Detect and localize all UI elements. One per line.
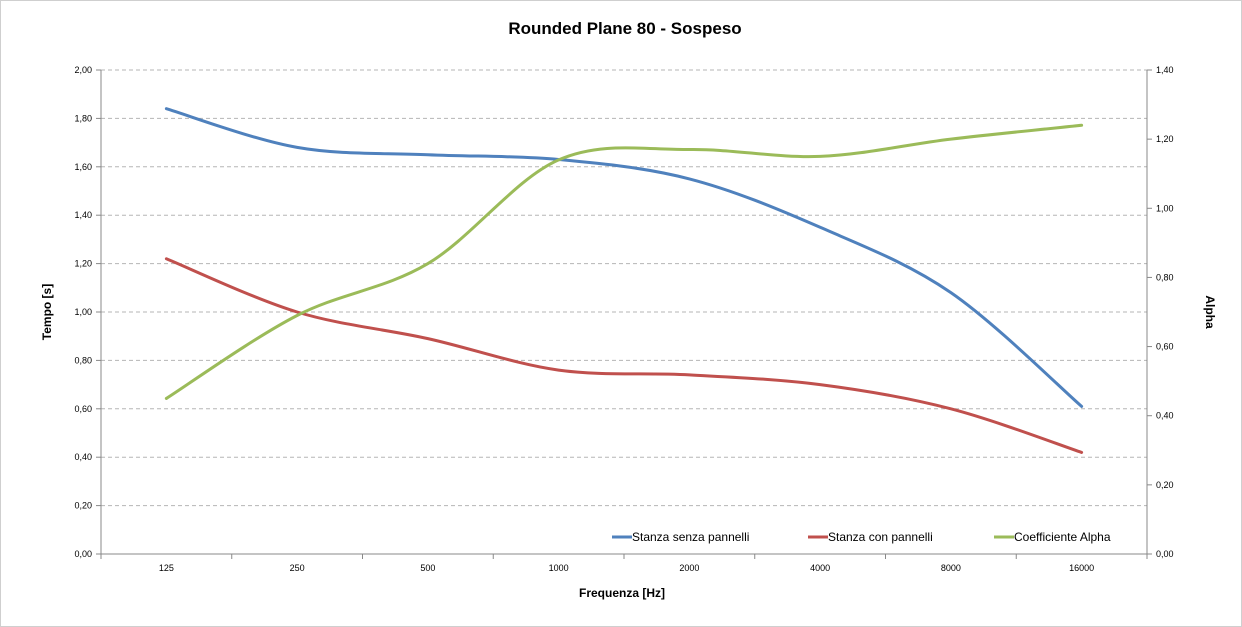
- y2-tick-label: 0,40: [1156, 411, 1174, 421]
- x-tick-label: 1000: [549, 563, 569, 573]
- y2-tick-label: 0,00: [1156, 549, 1174, 559]
- grid-lines: [101, 69, 1147, 507]
- y2-axis-title: Alpha: [1203, 295, 1217, 329]
- y2-tick-label: 0,60: [1156, 342, 1174, 352]
- y2-tick-label: 1,20: [1156, 134, 1174, 144]
- y-tick-label: 0,80: [74, 355, 92, 365]
- x-tick-label: 8000: [941, 563, 961, 573]
- x-tick-label: 500: [420, 563, 435, 573]
- y-tick-label: 0,00: [74, 549, 92, 559]
- y-tick-label: 1,40: [74, 210, 92, 220]
- legend: Stanza senza pannelli Stanza con pannelli…: [612, 530, 1111, 544]
- x-tick-label: 125: [159, 563, 174, 573]
- y-tick-label: 1,20: [74, 259, 92, 269]
- axes: 0,00 0,20 0,40 0,60 0,80 1,00 1,20 1,40 1,60 1,80…: [74, 65, 1173, 573]
- y-tick-label: 1,00: [74, 307, 92, 317]
- y-tick-label: 1,80: [74, 113, 92, 123]
- series-lines: [164, 107, 1084, 454]
- x-tick-label: 16000: [1069, 563, 1094, 573]
- y-tick-label: 2,00: [74, 65, 92, 75]
- y2-tick-label: 1,00: [1156, 203, 1174, 213]
- x-tick-label: 2000: [679, 563, 699, 573]
- y-tick-label: 0,40: [74, 452, 92, 462]
- legend-label-stanza-con-pannelli: Stanza con pannelli: [828, 530, 933, 544]
- legend-label-stanza-senza-pannelli: Stanza senza pannelli: [632, 530, 749, 544]
- y2-tick-label: 0,20: [1156, 480, 1174, 490]
- legend-label-coefficiente-alpha: Coefficiente Alpha: [1014, 530, 1111, 544]
- y-tick-label: 0,60: [74, 404, 92, 414]
- chart-title: Rounded Plane 80 - Sospeso: [508, 19, 741, 38]
- y-axis-title: Tempo [s]: [40, 284, 54, 340]
- series-line-coefficiente-alpha: [164, 123, 1084, 400]
- x-tick-label: 250: [290, 563, 305, 573]
- y2-tick-label: 0,80: [1156, 272, 1174, 282]
- y-tick-label: 0,20: [74, 501, 92, 511]
- y-tick-label: 1,60: [74, 162, 92, 172]
- series-line-stanza-senza-pannelli: [164, 107, 1084, 408]
- x-axis-title: Frequenza [Hz]: [579, 586, 665, 600]
- series-line-stanza-con-pannelli: [164, 257, 1084, 454]
- y2-tick-label: 1,40: [1156, 65, 1174, 75]
- x-tick-label: 4000: [810, 563, 830, 573]
